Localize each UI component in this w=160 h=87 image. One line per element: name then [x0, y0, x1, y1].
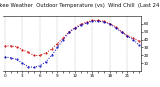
Text: Milwaukee Weather  Outdoor Temperature (vs)  Wind Chill  (Last 24 Hours): Milwaukee Weather Outdoor Temperature (v… [0, 3, 160, 8]
